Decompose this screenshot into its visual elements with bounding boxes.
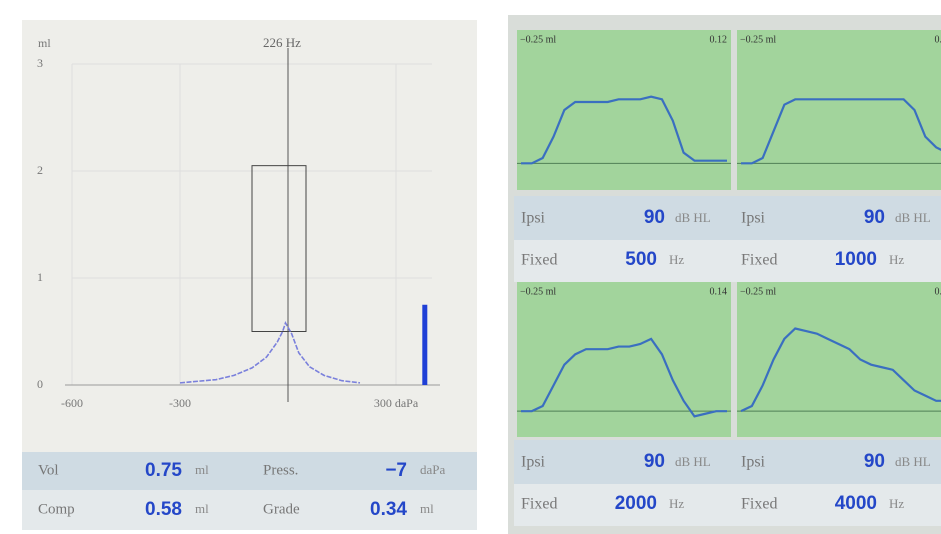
readout-unit: ml xyxy=(420,501,434,516)
screen: ml 226 Hz 0 1 2 3 -600 -300 300 daPa Vol 0.75 ml P… xyxy=(0,0,941,534)
readout-label: Comp xyxy=(38,501,75,517)
frequency-unit: Hz xyxy=(669,496,684,511)
reflex-group: −0.25 ml 0.12 Ipsi 90 dB HL Fixed 500 Hz −0.25 m… xyxy=(514,30,941,526)
mode: Ipsi xyxy=(521,454,546,471)
x-tick-label: 300 daPa xyxy=(374,396,419,410)
reflex-panel xyxy=(517,30,731,190)
scale-label: −0.25 ml xyxy=(520,34,556,45)
page: ml 226 Hz 0 1 2 3 -600 -300 300 daPa Vol 0.75 ml P… xyxy=(0,0,941,534)
readout-unit: ml xyxy=(195,501,209,516)
y-tick-label: 2 xyxy=(37,163,43,177)
reflex-panel xyxy=(737,30,941,190)
readout-label: Grade xyxy=(263,501,300,517)
tymp-background xyxy=(22,20,477,452)
intensity-unit: dB HL xyxy=(675,210,711,225)
stimulus: Fixed xyxy=(741,252,777,269)
readout-row xyxy=(22,452,477,490)
readout-unit: ml xyxy=(195,462,209,477)
y-axis-label: ml xyxy=(38,36,51,50)
scale-label: −0.25 ml xyxy=(740,34,776,45)
x-tick-label: -300 xyxy=(169,396,191,410)
volume-bar xyxy=(422,305,427,385)
stimulus: Fixed xyxy=(521,252,557,269)
y-tick-label: 3 xyxy=(37,56,43,70)
frequency: 4000 xyxy=(835,493,877,514)
x-tick-label: -600 xyxy=(61,396,83,410)
scale-label: −0.25 ml xyxy=(520,286,556,297)
readout-value: 0.58 xyxy=(145,499,182,520)
readout-unit: daPa xyxy=(420,462,446,477)
mode: Ipsi xyxy=(521,210,546,227)
frequency-unit: Hz xyxy=(669,252,684,267)
frequency: 2000 xyxy=(615,493,657,514)
y-tick-label: 0 xyxy=(37,377,43,391)
mode: Ipsi xyxy=(741,454,766,471)
stimulus: Fixed xyxy=(741,496,777,513)
frequency: 500 xyxy=(625,249,657,270)
readout-label: Press. xyxy=(263,462,298,478)
intensity: 90 xyxy=(644,451,665,472)
intensity-unit: dB HL xyxy=(895,454,931,469)
stimulus: Fixed xyxy=(521,496,557,513)
intensity: 90 xyxy=(864,451,885,472)
y-tick-label: 1 xyxy=(37,270,43,284)
readout-label: Vol xyxy=(38,462,59,478)
readout-value: 0.75 xyxy=(145,460,182,481)
amplitude-label: 0.14 xyxy=(710,286,728,297)
frequency: 1000 xyxy=(835,249,877,270)
intensity-unit: dB HL xyxy=(675,454,711,469)
amplitude-label: 0.12 xyxy=(710,34,728,45)
readout-row xyxy=(22,490,477,530)
intensity: 90 xyxy=(864,207,885,228)
chart-title: 226 Hz xyxy=(263,35,301,50)
frequency-unit: Hz xyxy=(889,252,904,267)
amplitude-label: 0.1 xyxy=(935,286,941,297)
readout-value: −7 xyxy=(385,460,407,481)
intensity: 90 xyxy=(644,207,665,228)
readout-value: 0.34 xyxy=(370,499,407,520)
mode: Ipsi xyxy=(741,210,766,227)
scale-label: −0.25 ml xyxy=(740,286,776,297)
intensity-unit: dB HL xyxy=(895,210,931,225)
frequency-unit: Hz xyxy=(889,496,904,511)
amplitude-label: 0.1 xyxy=(935,34,941,45)
reflex-panel xyxy=(517,282,731,437)
reflex-panel xyxy=(737,282,941,437)
